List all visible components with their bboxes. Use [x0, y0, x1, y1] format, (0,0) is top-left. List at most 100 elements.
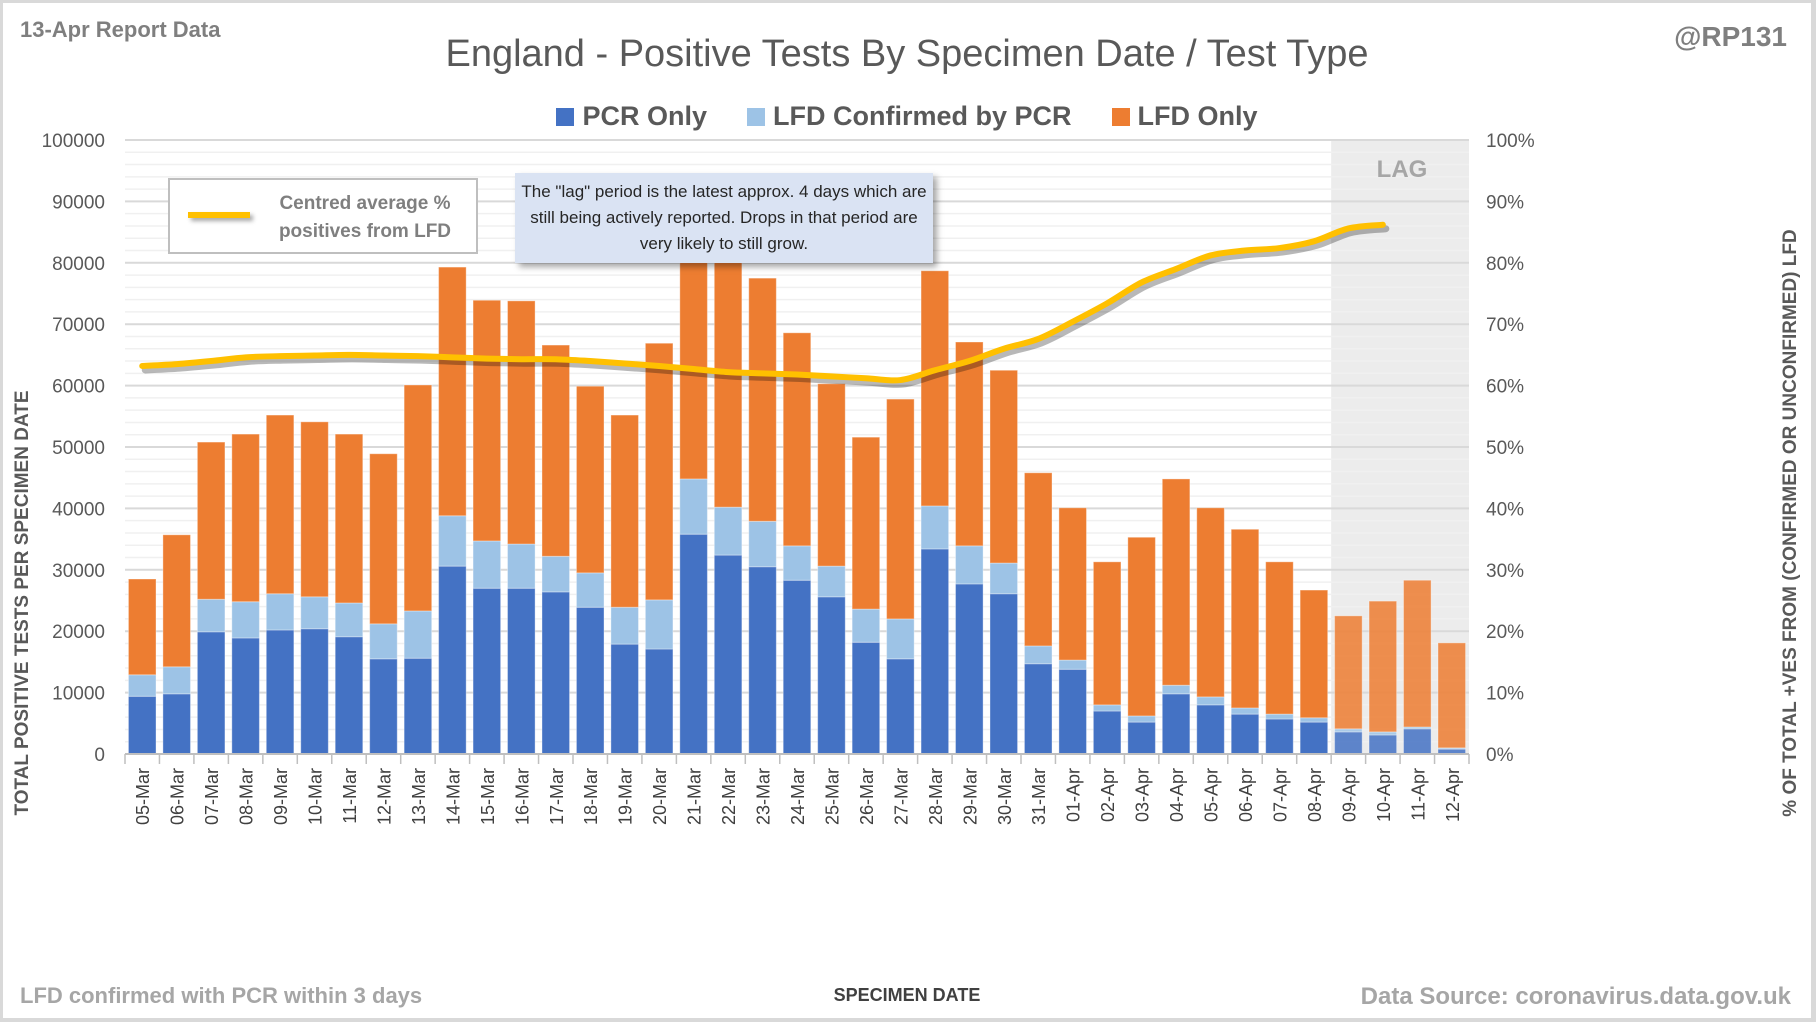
bar-lfd-only — [748, 277, 777, 522]
legend-swatch-lfd-confirmed — [747, 107, 765, 126]
x-tick-label: 28-Mar — [926, 768, 946, 825]
bar-lfd-confirmed — [507, 543, 536, 589]
line-shadow — [141, 225, 1390, 388]
y-tick-label: 100000 — [42, 131, 105, 152]
bar-pcr-only — [162, 693, 191, 755]
x-tick-label: 24-Mar — [788, 768, 808, 825]
bar-lfd-only — [955, 341, 984, 547]
bar-lfd-only — [541, 344, 571, 557]
bar-lfd-only — [1299, 589, 1329, 719]
bar-lfd-only — [1161, 478, 1191, 686]
bar-pcr-only — [265, 629, 295, 755]
legend: PCR Only LFD Confirmed by PCR LFD Only — [3, 101, 1811, 132]
bar-lfd-only — [989, 369, 1019, 564]
y-right-tick-label: 60% — [1486, 377, 1524, 398]
bar-lfd-confirmed — [1299, 717, 1329, 723]
bar-lfd-only — [196, 441, 226, 600]
y-tick-label: 90000 — [52, 192, 105, 213]
y-tick-label: 30000 — [52, 561, 105, 582]
x-tick-label: 05-Apr — [1202, 768, 1222, 822]
bar-lfd-confirmed — [955, 545, 984, 585]
chart-title: England - Positive Tests By Specimen Dat… — [445, 33, 1369, 75]
bar-pcr-only — [1334, 731, 1363, 755]
bar-lfd-only — [231, 433, 260, 603]
x-tick-label: 17-Mar — [547, 768, 567, 825]
bar-pcr-only — [1230, 713, 1260, 755]
bar-pcr-only — [438, 565, 467, 755]
x-tick-label: 29-Mar — [960, 768, 980, 825]
x-tick-label: 18-Mar — [581, 768, 601, 825]
bar-lfd-confirmed — [1161, 684, 1191, 695]
bar-lfd-confirmed — [162, 666, 191, 695]
bar-lfd-confirmed — [1058, 659, 1087, 670]
y-tick-label: 70000 — [52, 315, 105, 336]
x-tick-label: 16-Mar — [512, 768, 532, 825]
bar-pcr-only — [369, 658, 398, 755]
y-right-tick-label: 40% — [1486, 499, 1524, 520]
footnote-lfd-note: LFD confirmed with PCR within 3 days — [20, 983, 423, 1008]
bar-lfd-confirmed — [679, 478, 708, 535]
x-tick-label: 23-Mar — [754, 768, 774, 825]
bar-lfd-confirmed — [334, 602, 364, 638]
x-tick-label: 25-Mar — [822, 768, 842, 825]
chart-frame: 13-Apr Report Data England - Positive Te… — [3, 3, 1811, 1018]
y-tick-label: 60000 — [52, 377, 105, 398]
bar-pcr-only — [1403, 728, 1432, 755]
bar-lfd-only — [127, 578, 157, 676]
bar-lfd-confirmed — [1265, 713, 1294, 720]
bar-lfd-confirmed — [989, 562, 1019, 595]
x-tick-label: 11-Apr — [1408, 768, 1428, 821]
x-tick-label: 31-Mar — [1029, 768, 1049, 825]
bar-lfd-confirmed — [1196, 696, 1225, 706]
bar-lfd-confirmed — [644, 599, 674, 650]
bar-lfd-only — [1058, 507, 1087, 661]
legend-swatch-pcr-only — [556, 107, 575, 126]
bar-lfd-confirmed — [541, 555, 571, 593]
x-tick-label: 08-Mar — [237, 768, 257, 825]
bar-lfd-confirmed — [196, 598, 226, 633]
y-right-tick-label: 80% — [1486, 254, 1524, 275]
lag-label: LAG — [1377, 156, 1428, 183]
bar-lfd-only — [851, 436, 881, 610]
x-tick-label: 26-Mar — [857, 768, 877, 825]
bar-lfd-confirmed — [127, 674, 157, 697]
bar-lfd-only — [920, 270, 950, 507]
bar-pcr-only — [541, 591, 571, 755]
bar-lfd-confirmed — [610, 606, 639, 645]
bar-lfd-only — [575, 385, 605, 574]
x-tick-label: 07-Mar — [202, 768, 222, 825]
legend-swatch-lfd-only — [1111, 107, 1130, 126]
bar-pcr-only — [127, 695, 157, 755]
x-tick-label: 11-Mar — [340, 768, 360, 824]
bar-lfd-only — [1092, 561, 1122, 706]
bar-lfd-only — [369, 453, 398, 625]
bar-pcr-only — [507, 587, 536, 755]
bar-lfd-only — [1230, 528, 1260, 709]
y-right-tick-label: 20% — [1486, 622, 1524, 643]
chart-plot: 0 10000 20000 30000 40000 50000 60000 70000 8000… — [42, 131, 1535, 825]
bar-lfd-only — [438, 266, 467, 517]
legend-item-lfd-confirmed: LFD Confirmed by PCR — [747, 101, 1072, 132]
bar-lfd-confirmed — [782, 545, 812, 581]
bar-pcr-only — [1196, 704, 1225, 755]
bar-lfd-only — [782, 332, 812, 547]
x-tick-label: 21-Mar — [685, 768, 705, 825]
y-tick-label: 20000 — [52, 622, 105, 643]
x-tick-label: 27-Mar — [891, 768, 911, 825]
y-right-tick-label: 50% — [1486, 438, 1524, 459]
bar-pcr-only — [955, 583, 984, 755]
bar-pcr-only — [403, 657, 433, 755]
y-right-tick-label: 0% — [1486, 745, 1514, 766]
y-right-tick-label: 10% — [1486, 684, 1524, 705]
bar-pcr-only — [1023, 663, 1053, 755]
x-tick-label: 15-Mar — [478, 768, 498, 825]
bar-lfd-only — [1127, 536, 1156, 717]
legend-label: LFD Only — [1137, 101, 1258, 131]
bar-lfd-confirmed — [1230, 707, 1260, 715]
bar-pcr-only — [851, 641, 881, 755]
line-legend-swatch — [188, 212, 250, 218]
x-tick-label: 01-Apr — [1064, 768, 1084, 822]
x-tick-label: 12-Mar — [374, 768, 394, 825]
x-tick-label: 02-Apr — [1098, 768, 1118, 822]
bar-pcr-only — [575, 606, 605, 755]
